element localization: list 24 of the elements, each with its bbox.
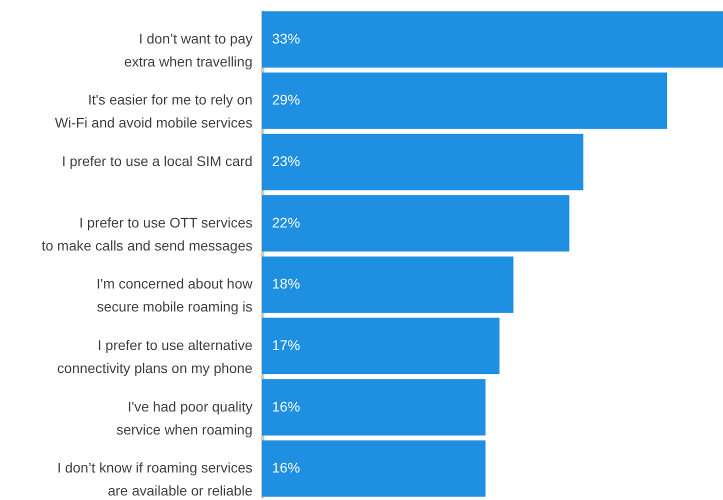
bar: [262, 195, 570, 252]
y-tick-label: It's easier for me to rely on Wi-Fi and avoid mobile services: [54, 92, 252, 131]
data-label: 33%: [272, 30, 300, 46]
bar: [262, 379, 486, 436]
y-tick-label: I prefer to use a local SIM card: [62, 153, 252, 170]
bar: [262, 440, 486, 497]
bar: [262, 256, 514, 313]
y-tick-label: I prefer to use alternative connectivity plans on my phone: [57, 336, 253, 376]
y-tick-label: I don’t know if roaming services are available or reliable: [57, 460, 253, 499]
data-label: 23%: [272, 153, 300, 170]
data-label: 18%: [272, 276, 300, 292]
y-tick-label: I've had poor quality service when roaming: [116, 398, 252, 438]
y-tick-label: I'm concerned about how secure mobile roaming is: [96, 276, 254, 315]
y-tick-label: I prefer to use OTT services to make calls and send messages: [42, 214, 252, 254]
y-tick-label: I don’t want to pay extra when travelling: [124, 30, 252, 70]
data-label: 16%: [272, 398, 300, 414]
data-label: 16%: [272, 460, 300, 476]
data-label: 29%: [272, 92, 300, 108]
bar: [262, 318, 500, 374]
bar: [262, 72, 668, 129]
bar: [262, 11, 723, 68]
bar: [262, 134, 584, 190]
data-label: 22%: [272, 214, 300, 230]
data-label: 17%: [272, 336, 300, 353]
